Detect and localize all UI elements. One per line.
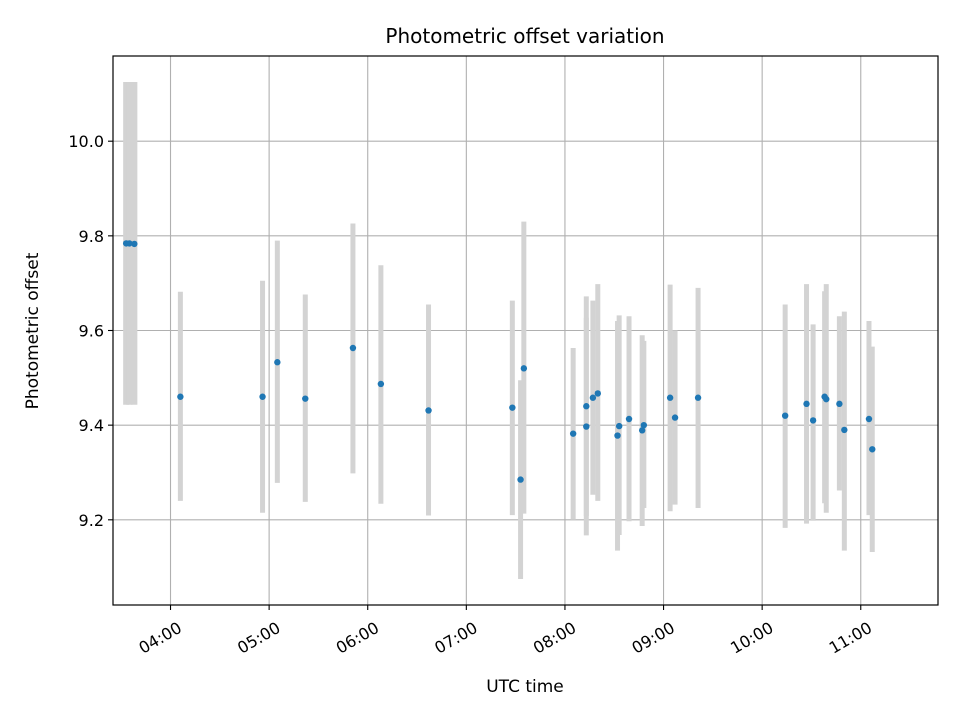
data-points xyxy=(122,240,876,483)
data-point xyxy=(131,240,138,248)
data-point xyxy=(781,412,789,419)
data-point xyxy=(509,404,516,411)
data-point xyxy=(869,446,876,453)
y-tick-label: 10.0 xyxy=(68,132,104,151)
data-point xyxy=(836,400,843,408)
data-point xyxy=(259,393,266,400)
data-point xyxy=(517,476,524,483)
data-point xyxy=(274,359,281,366)
data-point xyxy=(594,390,602,397)
data-point xyxy=(823,395,830,403)
data-point xyxy=(803,400,810,408)
x-axis-label: UTC time xyxy=(486,677,564,697)
data-point xyxy=(349,344,357,352)
y-tick-label: 9.2 xyxy=(79,511,104,530)
data-point xyxy=(614,432,621,439)
data-point xyxy=(520,365,528,372)
y-axis-label: Photometric offset xyxy=(23,252,43,409)
data-point xyxy=(640,421,648,429)
data-point xyxy=(377,380,385,388)
data-point xyxy=(177,393,184,400)
data-point xyxy=(865,415,873,423)
data-point xyxy=(302,395,309,402)
data-point xyxy=(583,423,590,430)
data-point xyxy=(569,430,577,437)
data-point xyxy=(671,414,679,421)
data-point xyxy=(841,426,848,434)
data-point xyxy=(126,240,133,247)
data-point xyxy=(694,394,702,401)
grid xyxy=(113,56,938,605)
chart-title: Photometric offset variation xyxy=(385,24,664,48)
data-point xyxy=(615,422,623,430)
data-point xyxy=(809,417,817,424)
data-point xyxy=(589,394,597,401)
data-point xyxy=(583,403,590,410)
y-tick-label: 9.6 xyxy=(79,322,104,341)
data-point xyxy=(425,407,432,414)
data-point xyxy=(638,427,646,434)
y-tick-label: 9.4 xyxy=(79,416,104,435)
data-point xyxy=(666,394,674,401)
data-point xyxy=(625,415,633,423)
y-tick-label: 9.8 xyxy=(79,227,104,246)
